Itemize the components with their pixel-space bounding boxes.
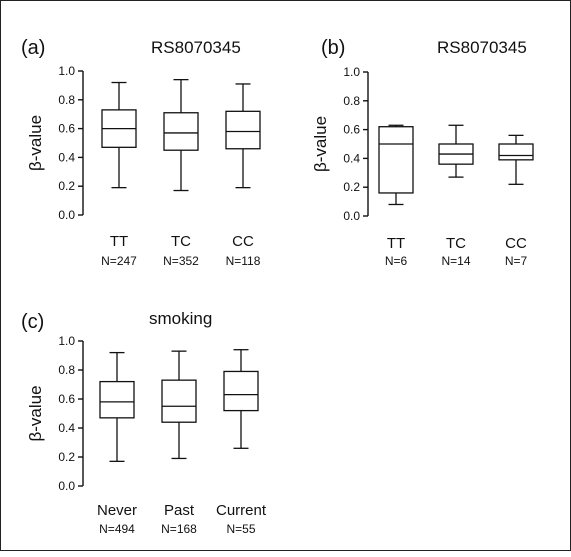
count-label: N=168 — [161, 522, 197, 536]
y-tick-label: 1.0 — [58, 64, 75, 78]
panel-label: (b) — [321, 37, 345, 59]
y-tick-label: 1.0 — [58, 334, 75, 348]
category-label: TT — [110, 233, 128, 250]
box-past: Past N=168 — [161, 350, 197, 536]
y-tick-label: 0.8 — [58, 363, 75, 377]
y-axis-label: β-value — [26, 115, 45, 171]
category-label: CC — [232, 233, 254, 250]
y-tick-label: 0.0 — [58, 208, 75, 222]
iqr-box — [378, 126, 414, 194]
chart-title: RS8070345 — [437, 38, 527, 57]
box-tc: TC N=14 — [438, 124, 474, 268]
y-tick-label: 0.0 — [58, 479, 75, 493]
box-tt: TT N=247 — [101, 81, 137, 268]
box-tt: TT N=6 — [378, 124, 414, 268]
chart-panel-1: (a) RS8070345 0.0 0.2 0.4 0.6 0.8 1.0 β-value TT N… — [21, 37, 261, 268]
count-label: N=55 — [226, 522, 255, 536]
y-tick-label: 0.6 — [58, 392, 75, 406]
y-tick-label: 0.6 — [343, 123, 360, 137]
count-label: N=6 — [385, 254, 408, 268]
y-tick-label: 0.4 — [343, 151, 360, 165]
category-label: TC — [446, 235, 466, 252]
category-label: CC — [505, 235, 527, 252]
box-cc: CC N=7 — [498, 134, 534, 268]
iqr-box — [225, 110, 261, 150]
category-label: Current — [216, 502, 267, 519]
panel-label: (a) — [21, 37, 45, 59]
y-axis-label: β-value — [311, 116, 330, 172]
y-tick-label: 0.2 — [58, 450, 75, 464]
count-label: N=352 — [163, 254, 199, 268]
count-label: N=7 — [505, 254, 528, 268]
y-axis-label: β-value — [26, 385, 45, 441]
count-label: N=494 — [99, 522, 135, 536]
category-label: TC — [171, 233, 191, 250]
iqr-box — [161, 379, 197, 423]
category-label: TT — [387, 235, 405, 252]
iqr-box — [223, 370, 259, 412]
iqr-box — [498, 143, 534, 161]
box-never: Never N=494 — [97, 351, 137, 536]
category-label: Never — [97, 502, 137, 519]
chart-panel-2: (b) RS8070345 0.0 0.2 0.4 0.6 0.8 1.0 β-value TT N… — [311, 37, 534, 268]
y-tick-label: 0.4 — [58, 150, 75, 164]
panel-label: (c) — [21, 311, 44, 333]
category-label: Past — [164, 502, 195, 519]
count-label: N=118 — [226, 254, 261, 268]
box-tc: TC N=352 — [163, 78, 199, 268]
box-cc: CC N=118 — [225, 83, 261, 268]
box-current: Current N=55 — [216, 349, 267, 536]
iqr-box — [99, 380, 135, 419]
y-tick-label: 0.8 — [58, 93, 75, 107]
chart-title: RS8070345 — [151, 38, 241, 57]
count-label: N=247 — [101, 254, 137, 268]
y-tick-label: 0.8 — [343, 94, 360, 108]
chart-panel-3: (c) smoking 0.0 0.2 0.4 0.6 0.8 1.0 β-value Never… — [21, 309, 267, 536]
count-label: N=14 — [441, 254, 470, 268]
y-tick-label: 1.0 — [343, 65, 360, 79]
y-tick-label: 0.4 — [58, 421, 75, 435]
y-tick-label: 0.0 — [343, 209, 360, 223]
iqr-box — [163, 112, 199, 151]
chart-title: smoking — [149, 309, 212, 328]
y-tick-label: 0.2 — [343, 180, 360, 194]
y-tick-label: 0.6 — [58, 122, 75, 136]
y-tick-label: 0.2 — [58, 179, 75, 193]
